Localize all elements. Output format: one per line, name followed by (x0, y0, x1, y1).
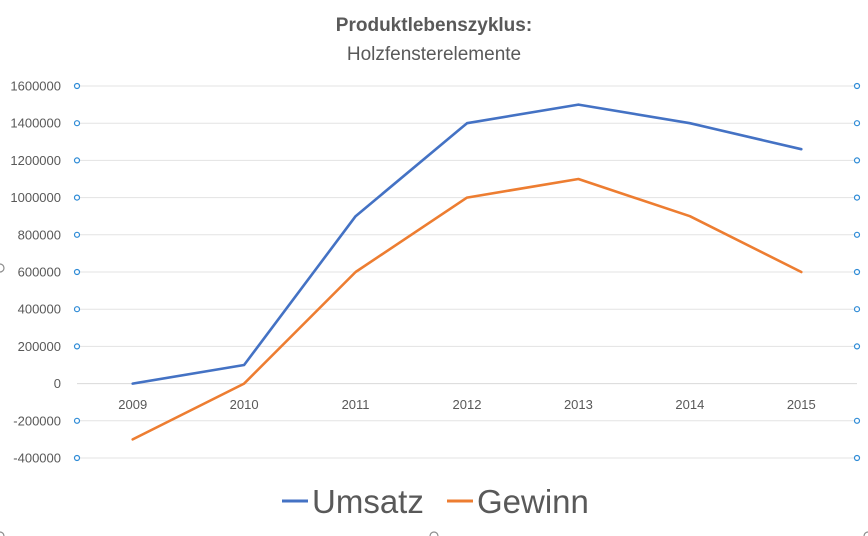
y-tick-label: 1200000 (10, 153, 61, 168)
series-line-gewinn (131, 177, 803, 441)
x-tick-label: 2009 (118, 397, 147, 412)
y-tick-label: -200000 (13, 413, 61, 428)
y-tick-label: -400000 (13, 451, 61, 466)
frame-resize-handle[interactable] (0, 531, 5, 536)
resize-handle[interactable] (73, 268, 81, 276)
series-line-umsatz (131, 103, 803, 385)
legend: Umsatz Gewinn (282, 483, 589, 520)
y-tick-label: 600000 (18, 265, 61, 280)
x-tick-label: 2011 (342, 397, 370, 412)
x-axis: 2009 2010 2011 2012 2013 2014 2015 (118, 397, 815, 412)
resize-handle[interactable] (853, 417, 861, 424)
resize-handle[interactable] (73, 417, 81, 424)
x-tick-label: 2013 (564, 397, 593, 412)
resize-handle[interactable] (73, 194, 81, 201)
resize-handle[interactable] (853, 268, 861, 276)
x-tick-label: 2015 (787, 397, 816, 412)
legend-item-gewinn[interactable]: Gewinn (447, 483, 589, 520)
resize-handle[interactable] (853, 454, 861, 462)
y-tick-label: 400000 (18, 302, 61, 317)
x-tick-label: 2012 (453, 397, 482, 412)
legend-item-umsatz[interactable]: Umsatz (282, 483, 424, 520)
resize-handle[interactable] (73, 306, 81, 313)
y-tick-label: 200000 (18, 339, 61, 354)
chart-subtitle: Holzfensterelemente (347, 44, 521, 65)
x-tick-label: 2014 (675, 397, 704, 412)
resize-handle[interactable] (73, 157, 81, 164)
x-tick-label: 2010 (230, 397, 259, 412)
y-tick-label: 1000000 (10, 190, 61, 205)
frame-resize-handle[interactable] (863, 531, 868, 536)
frame-resize-handle[interactable] (0, 263, 5, 273)
y-tick-label: 0 (54, 376, 61, 391)
plot-series (131, 103, 803, 441)
resize-handle[interactable] (73, 454, 81, 462)
y-tick-label: 1600000 (10, 79, 61, 94)
y-axis: -400000 -200000 0 200000 400000 600000 800000 1… (10, 79, 61, 466)
resize-handle[interactable] (853, 120, 861, 127)
resize-handle[interactable] (73, 82, 81, 90)
resize-handle[interactable] (853, 306, 861, 313)
gridlines (77, 85, 857, 459)
resize-handle[interactable] (853, 82, 861, 90)
legend-label: Umsatz (312, 483, 424, 520)
resize-handle[interactable] (73, 120, 81, 127)
resize-handle[interactable] (73, 343, 81, 350)
resize-handle[interactable] (853, 157, 861, 164)
y-tick-label: 800000 (18, 227, 61, 242)
y-tick-label: 1400000 (10, 116, 61, 131)
legend-label: Gewinn (477, 483, 589, 520)
frame-resize-handle[interactable] (429, 531, 439, 536)
selection-handles[interactable] (0, 82, 868, 536)
chart-title: Produktlebenszyklus: (336, 15, 532, 36)
resize-handle[interactable] (853, 194, 861, 201)
resize-handle[interactable] (73, 231, 81, 238)
resize-handle[interactable] (853, 343, 861, 350)
resize-handle[interactable] (853, 231, 861, 238)
